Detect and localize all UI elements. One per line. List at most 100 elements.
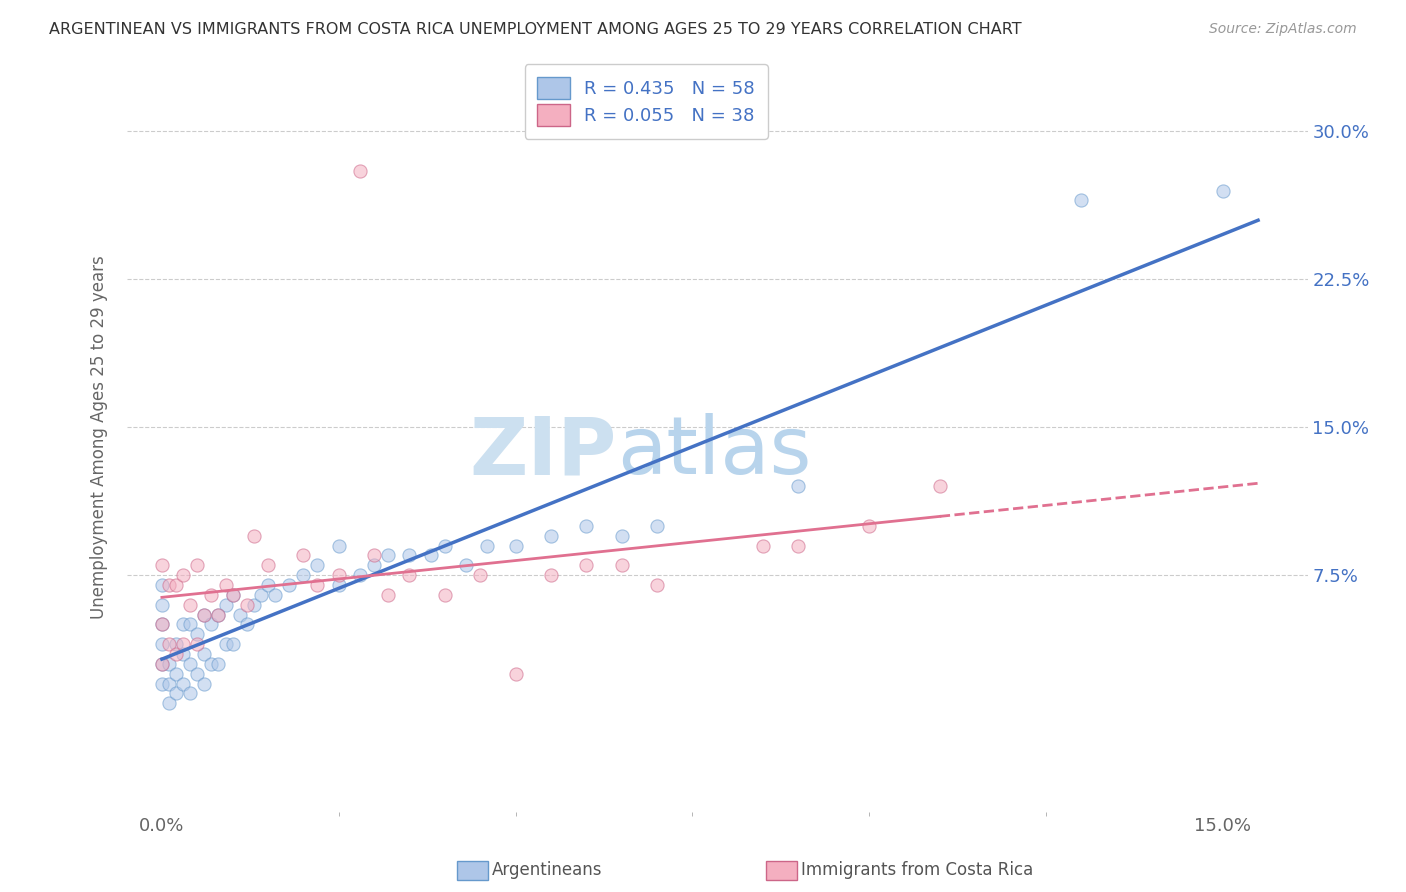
Point	[858, 518, 880, 533]
Point	[150, 558, 173, 573]
Point	[752, 539, 775, 553]
Point	[363, 549, 385, 563]
Point	[165, 686, 187, 700]
Point	[214, 578, 236, 592]
Point	[207, 657, 229, 671]
Point	[165, 666, 187, 681]
Point	[454, 558, 477, 573]
Point	[278, 578, 301, 592]
Point	[610, 558, 633, 573]
Point	[150, 578, 173, 592]
Point	[540, 529, 562, 543]
Point	[257, 558, 280, 573]
Point	[349, 568, 371, 582]
Point	[186, 666, 208, 681]
Point	[207, 607, 229, 622]
Point	[575, 518, 598, 533]
Text: Immigrants from Costa Rica: Immigrants from Costa Rica	[801, 861, 1033, 879]
Point	[292, 568, 315, 582]
Point	[610, 529, 633, 543]
Point	[787, 539, 810, 553]
Point	[193, 676, 215, 690]
Point	[200, 657, 222, 671]
Point	[250, 588, 273, 602]
Point	[645, 578, 668, 592]
Point	[179, 598, 201, 612]
Point	[433, 588, 456, 602]
Point	[186, 637, 208, 651]
Point	[377, 549, 399, 563]
Point	[328, 539, 350, 553]
Point	[157, 578, 180, 592]
Point	[243, 529, 266, 543]
Point	[150, 617, 173, 632]
Point	[179, 617, 201, 632]
Point	[172, 617, 194, 632]
Point	[264, 588, 287, 602]
Point	[243, 598, 266, 612]
Point	[186, 627, 208, 641]
Point	[157, 637, 180, 651]
Text: ARGENTINEAN VS IMMIGRANTS FROM COSTA RICA UNEMPLOYMENT AMONG AGES 25 TO 29 YEARS: ARGENTINEAN VS IMMIGRANTS FROM COSTA RIC…	[49, 22, 1022, 37]
Point	[645, 518, 668, 533]
Point	[157, 676, 180, 690]
Point	[193, 647, 215, 661]
Point	[214, 598, 236, 612]
Point	[236, 617, 259, 632]
Point	[172, 647, 194, 661]
Point	[363, 558, 385, 573]
Point	[186, 558, 208, 573]
Point	[179, 686, 201, 700]
Point	[257, 578, 280, 592]
Point	[328, 568, 350, 582]
Point	[328, 578, 350, 592]
Point	[398, 549, 420, 563]
Text: Argentineans: Argentineans	[492, 861, 603, 879]
Point	[307, 578, 329, 592]
Point	[505, 539, 527, 553]
Point	[172, 568, 194, 582]
Text: ZIP: ZIP	[470, 413, 617, 491]
Point	[150, 657, 173, 671]
Point	[228, 607, 250, 622]
Point	[150, 617, 173, 632]
Point	[349, 164, 371, 178]
Point	[468, 568, 491, 582]
Point	[928, 479, 950, 493]
Point	[214, 637, 236, 651]
Legend: R = 0.435   N = 58, R = 0.055   N = 38: R = 0.435 N = 58, R = 0.055 N = 38	[524, 64, 768, 139]
Point	[1070, 194, 1092, 208]
Point	[221, 637, 243, 651]
Point	[419, 549, 441, 563]
Point	[433, 539, 456, 553]
Point	[165, 637, 187, 651]
Point	[193, 607, 215, 622]
Point	[172, 676, 194, 690]
Point	[307, 558, 329, 573]
Point	[221, 588, 243, 602]
Point	[221, 588, 243, 602]
Point	[193, 607, 215, 622]
Point	[165, 578, 187, 592]
Point	[150, 598, 173, 612]
Point	[150, 657, 173, 671]
Point	[575, 558, 598, 573]
Point	[236, 598, 259, 612]
Point	[505, 666, 527, 681]
Point	[398, 568, 420, 582]
Point	[1212, 184, 1234, 198]
Point	[377, 588, 399, 602]
Point	[200, 617, 222, 632]
Y-axis label: Unemployment Among Ages 25 to 29 years: Unemployment Among Ages 25 to 29 years	[90, 255, 108, 619]
Point	[787, 479, 810, 493]
Point	[157, 657, 180, 671]
Point	[292, 549, 315, 563]
Point	[165, 647, 187, 661]
Point	[172, 637, 194, 651]
Text: Source: ZipAtlas.com: Source: ZipAtlas.com	[1209, 22, 1357, 37]
Point	[157, 696, 180, 710]
Point	[207, 607, 229, 622]
Point	[150, 676, 173, 690]
Point	[477, 539, 499, 553]
Point	[540, 568, 562, 582]
